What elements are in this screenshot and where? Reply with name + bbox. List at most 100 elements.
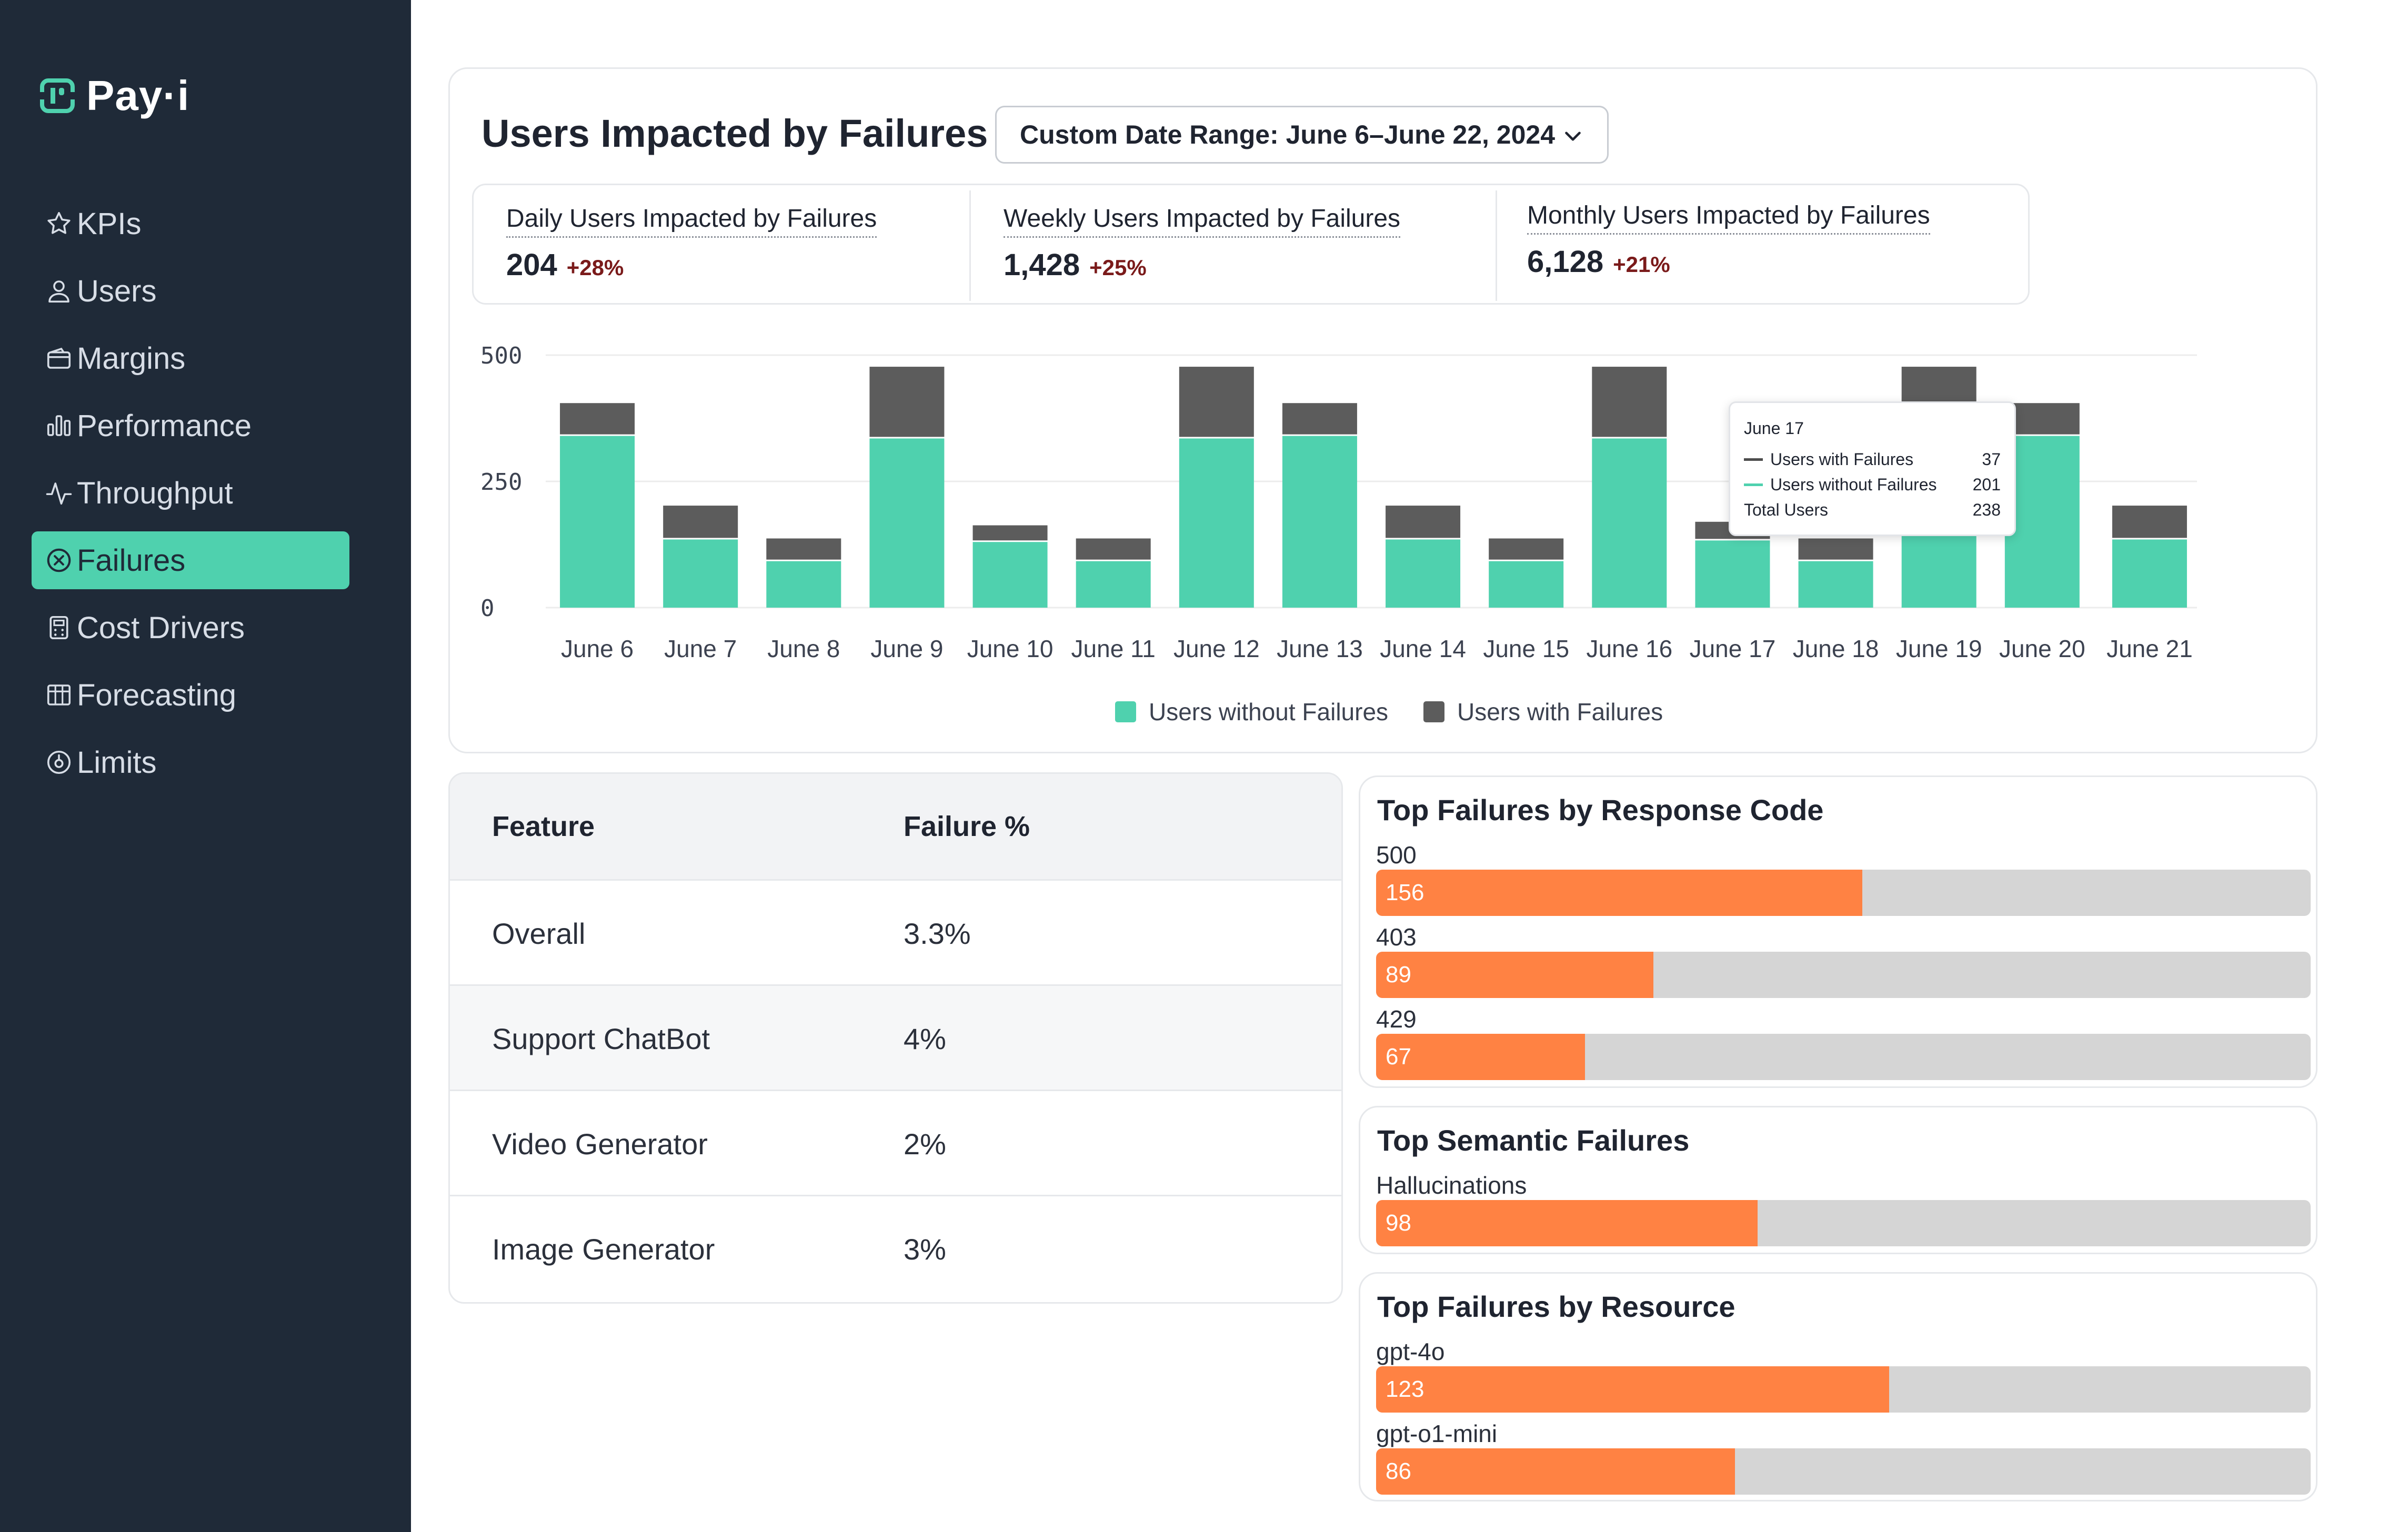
bar-fill xyxy=(1376,1448,1735,1495)
bar-track: 123 xyxy=(1376,1366,2311,1413)
sidebar-item-kpis[interactable]: KPIs xyxy=(32,195,349,253)
bar-without-failures xyxy=(1798,561,1873,608)
sidebar: Pay·i KPIs Users Margins Performance xyxy=(0,0,411,1532)
app-logo[interactable]: Pay·i xyxy=(40,72,189,120)
bar-label: gpt-o1-mini xyxy=(1376,1420,1498,1447)
kpi-change: +21% xyxy=(1613,252,1670,277)
sidebar-item-label: Limits xyxy=(77,745,157,780)
tooltip-title: June 17 xyxy=(1744,419,1804,438)
date-range-select[interactable]: Custom Date Range: June 6–June 22, 2024 xyxy=(995,106,1609,164)
kpi-divider xyxy=(1496,190,1497,301)
column-header-failure-pct[interactable]: Failure % xyxy=(904,811,1030,842)
bar-with-failures xyxy=(2004,403,2080,435)
bar-with-failures xyxy=(869,367,945,437)
failure-bar-item[interactable]: gpt-4o 123 xyxy=(1376,1337,2311,1413)
kpi-value: 6,128 +21% xyxy=(1527,244,1670,279)
bar-without-failures xyxy=(869,438,945,608)
sidebar-item-limits[interactable]: Limits xyxy=(32,733,349,791)
sidebar-item-label: Forecasting xyxy=(77,678,237,712)
bar-value: 123 xyxy=(1386,1376,1424,1402)
failure-bar-item[interactable]: 500 156 xyxy=(1376,840,2311,916)
bar-track: 98 xyxy=(1376,1200,2311,1246)
x-tick-label: June 17 xyxy=(1690,635,1776,662)
bar-with-failures xyxy=(972,525,1048,541)
stacked-bar-chart: 0 250 500 June 6 June 7 June 8 June 9 June 10 Ju… xyxy=(480,342,2197,725)
table-row[interactable]: Video Generator 2% xyxy=(450,1090,1341,1195)
legend-swatch xyxy=(1115,701,1136,722)
y-tick-label: 500 xyxy=(480,342,522,369)
response-code-panel: Top Failures by Response Code 500 156 40… xyxy=(1359,775,2317,1088)
bar-without-failures xyxy=(1489,561,1564,608)
table-row[interactable]: Support ChatBot 4% xyxy=(450,984,1341,1090)
x-tick-label: June 13 xyxy=(1277,635,1363,662)
feature-cell: Overall xyxy=(492,916,586,950)
bar-without-failures xyxy=(972,542,1048,608)
sidebar-item-label: Users xyxy=(77,274,157,308)
user-icon xyxy=(44,276,74,306)
kpi-number: 6,128 xyxy=(1527,245,1604,279)
tooltip-row-value: 37 xyxy=(1982,449,2001,469)
tooltip-row-name: Total Users xyxy=(1744,500,1829,519)
tooltip-row-name: Users with Failures xyxy=(1770,449,1914,469)
sidebar-item-performance[interactable]: Performance xyxy=(32,397,349,455)
failure-pct-cell: 3% xyxy=(904,1232,946,1266)
failure-bar-item[interactable]: 429 67 xyxy=(1376,1004,2311,1080)
bar-fill xyxy=(1376,1200,1758,1246)
kpi-summary-strip: Daily Users Impacted by Failures 204 +28%… xyxy=(472,184,2030,305)
tooltip-row: Total Users 238 xyxy=(1744,497,2001,522)
sidebar-item-label: Margins xyxy=(77,341,186,376)
sidebar-item-cost-drivers[interactable]: Cost Drivers xyxy=(32,599,349,657)
bar-without-failures xyxy=(1282,436,1357,608)
x-tick-label: June 9 xyxy=(870,635,943,662)
bar-with-failures xyxy=(1282,403,1357,435)
legend-swatch xyxy=(1423,701,1444,722)
x-circle-icon xyxy=(44,546,74,575)
chevron-down-icon xyxy=(1560,123,1586,149)
bar-without-failures xyxy=(1695,540,1770,608)
x-tick-label: June 21 xyxy=(2106,635,2193,662)
x-tick-label: June 10 xyxy=(967,635,1054,662)
table-row[interactable]: Overall 3.3% xyxy=(450,879,1341,984)
failure-bar-item[interactable]: gpt-o1-mini 86 xyxy=(1376,1419,2311,1495)
failure-bar-item[interactable]: Hallucinations 98 xyxy=(1376,1171,2311,1246)
tooltip-row-name: Users without Failures xyxy=(1770,475,1937,494)
sidebar-item-label: Throughput xyxy=(77,476,233,510)
failure-bar-item[interactable]: 403 89 xyxy=(1376,922,2311,998)
feature-cell: Image Generator xyxy=(492,1232,715,1266)
table-row[interactable]: Image Generator 3% xyxy=(450,1195,1341,1300)
feature-failure-table: Feature Failure % Overall 3.3% Support C… xyxy=(448,772,1343,1304)
logo-text: Pay·i xyxy=(86,72,190,119)
failures-chart-card: Users Impacted by Failures Custom Date R… xyxy=(448,67,2317,753)
bar-track: 67 xyxy=(1376,1034,2311,1080)
bar-chart-icon xyxy=(44,411,74,440)
logo-mark-icon xyxy=(40,78,75,113)
table-header-row: Feature Failure % xyxy=(450,774,1341,879)
sidebar-item-failures[interactable]: Failures xyxy=(32,531,349,589)
x-tick-label: June 19 xyxy=(1896,635,1982,662)
pulse-icon xyxy=(44,478,74,508)
bar-fill xyxy=(1376,1366,1890,1413)
y-tick-label: 0 xyxy=(480,595,495,622)
bar-track: 156 xyxy=(1376,870,2311,916)
tooltip-row-value: 201 xyxy=(1972,475,2001,494)
bar-with-failures xyxy=(1798,538,1873,560)
sidebar-item-forecasting[interactable]: Forecasting xyxy=(32,666,349,724)
legend-label: Users with Failures xyxy=(1457,698,1663,725)
tooltip-row: Users without Failures 201 xyxy=(1744,472,2001,497)
column-header-feature[interactable]: Feature xyxy=(492,811,595,842)
sidebar-item-users[interactable]: Users xyxy=(32,262,349,320)
tooltip-row-value: 238 xyxy=(1972,500,2001,519)
sidebar-item-margins[interactable]: Margins xyxy=(32,329,349,387)
semantic-failures-panel: Top Semantic Failures Hallucinations 98 xyxy=(1359,1106,2317,1254)
bar-with-failures xyxy=(1179,367,1254,437)
failure-pct-cell: 2% xyxy=(904,1127,946,1161)
kpi-value: 1,428 +25% xyxy=(1004,247,1147,283)
bar-without-failures xyxy=(2112,539,2187,608)
bar-label: 500 xyxy=(1376,841,1417,869)
sidebar-item-throughput[interactable]: Throughput xyxy=(32,464,349,522)
kpi-label: Daily Users Impacted by Failures xyxy=(506,204,877,238)
calculator-icon xyxy=(44,613,74,642)
x-tick-label: June 11 xyxy=(1071,635,1156,662)
x-tick-label: June 6 xyxy=(561,635,634,662)
kpi-number: 204 xyxy=(506,248,557,282)
